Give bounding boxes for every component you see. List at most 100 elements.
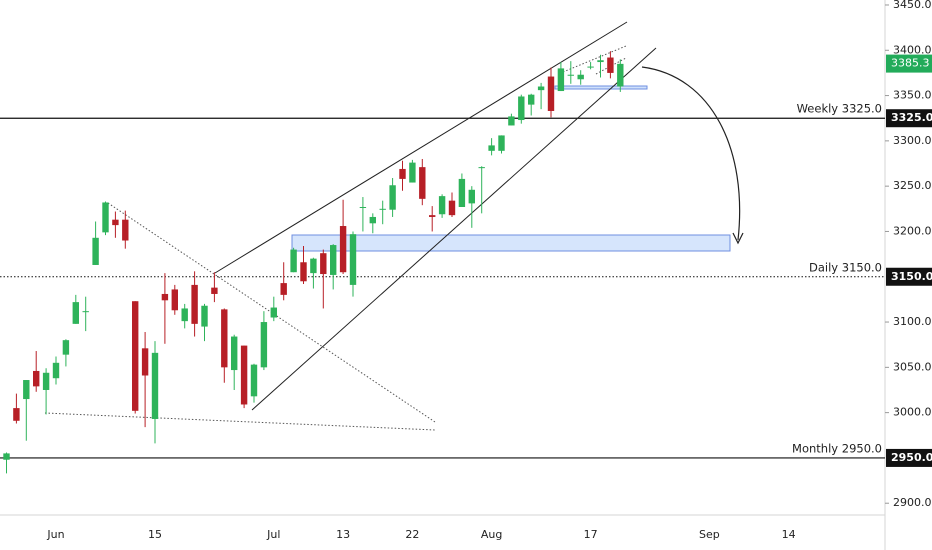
candle-body <box>349 234 357 285</box>
level-price-label: 3150.0 <box>891 270 932 283</box>
candle-body <box>211 287 218 294</box>
level-price-label: 3325.0 <box>891 111 932 124</box>
x-tick-label: Sep <box>699 528 720 541</box>
candle-body <box>191 284 198 324</box>
x-tick-label: 22 <box>405 528 419 541</box>
y-tick-label: 3350.0 <box>893 89 932 102</box>
candle-body <box>290 249 297 273</box>
candle-body <box>478 167 485 169</box>
candle-body <box>52 362 60 379</box>
support-zone <box>291 234 731 252</box>
candle-body <box>448 200 456 216</box>
candle-body <box>122 219 129 241</box>
candle-body <box>498 135 505 151</box>
x-tick-label: 13 <box>336 528 350 541</box>
candle-body <box>62 340 70 355</box>
candle-body <box>3 453 10 460</box>
last-price-box <box>886 54 932 73</box>
candle-body <box>359 206 367 208</box>
small-zone <box>554 85 648 90</box>
level-label: Monthly 2950.0 <box>792 441 882 455</box>
candle-body <box>547 76 555 111</box>
candle-body <box>13 408 20 421</box>
candle-body <box>488 145 495 151</box>
x-tick-label: Aug <box>481 528 502 541</box>
candle-body <box>607 57 614 73</box>
x-tick-label: 14 <box>782 528 796 541</box>
candle-body <box>617 63 624 87</box>
level-label: Daily 3150.0 <box>809 260 882 274</box>
candle-body <box>240 345 248 405</box>
candle-body <box>181 308 188 322</box>
level-label: Weekly 3325.0 <box>797 102 882 116</box>
candle-body <box>587 66 594 68</box>
candle-body <box>280 283 287 295</box>
candle-body <box>389 185 396 210</box>
wedge-upper <box>214 21 628 274</box>
candle-body <box>577 74 584 80</box>
levels: Weekly 3325.0 Daily 3150.0 Monthly 2950.0 <box>0 102 885 459</box>
y-tick-label: 2900.0 <box>893 496 932 509</box>
y-tick-label: 3200.0 <box>893 224 932 237</box>
candle-body <box>151 352 159 419</box>
x-tick-label: 15 <box>148 528 162 541</box>
candle-body <box>369 216 376 224</box>
level-price-box <box>886 267 932 286</box>
x-tick-label: 17 <box>584 528 598 541</box>
candle-body <box>72 302 79 324</box>
candle-body <box>171 289 178 311</box>
candle-body <box>429 215 436 217</box>
candle-body <box>201 305 208 327</box>
candle-body <box>468 189 475 204</box>
candle-body <box>399 168 406 179</box>
small-wedge-lower <box>595 57 627 75</box>
candle-body <box>82 311 89 313</box>
level-price-box <box>886 109 932 128</box>
arrow-head <box>732 232 744 245</box>
candle-body <box>221 309 228 368</box>
candle-body <box>23 380 30 400</box>
candle-body <box>102 202 109 233</box>
x-tick-label: Jun <box>46 528 64 541</box>
candle-body <box>92 237 99 265</box>
small-wedge-upper <box>562 45 627 73</box>
last-price-label: 3385.3 <box>891 57 930 70</box>
candle-body <box>537 86 545 91</box>
candle-body <box>132 301 139 411</box>
candle-body <box>231 336 238 371</box>
candle-body <box>379 208 386 210</box>
candle-body <box>557 68 565 92</box>
y-tick-label: 3300.0 <box>893 134 932 147</box>
candle-body <box>161 293 169 301</box>
candle-body <box>250 364 258 397</box>
candles <box>3 51 624 474</box>
y-tick-label: 3000.0 <box>893 406 932 419</box>
y-tick-label: 3400.0 <box>893 43 932 56</box>
candle-body <box>597 60 604 63</box>
candle-body <box>320 253 327 275</box>
projection-arrow <box>641 66 741 241</box>
candle-body <box>112 219 119 226</box>
candle-body <box>33 370 40 387</box>
candle-body <box>260 322 268 368</box>
y-tick-label: 3050.0 <box>893 360 932 373</box>
level-price-label: 2950.0 <box>891 451 932 464</box>
wedge-lower <box>251 47 657 411</box>
candle-body <box>567 74 574 76</box>
x-tick-label: Jul <box>266 528 280 541</box>
candle-body <box>508 116 515 126</box>
level-price-box <box>886 448 932 467</box>
candle-body <box>310 258 317 274</box>
candle-body <box>528 94 535 105</box>
candle-body <box>270 307 277 318</box>
candle-body <box>419 167 426 199</box>
candle-body <box>141 348 149 376</box>
y-tick-label: 3100.0 <box>893 315 932 328</box>
y-tick-label: 3250.0 <box>893 179 932 192</box>
candle-body <box>42 372 50 390</box>
candle-body <box>438 196 446 215</box>
y-tick-label: 3450.0 <box>893 0 932 11</box>
candle-body <box>458 178 466 207</box>
